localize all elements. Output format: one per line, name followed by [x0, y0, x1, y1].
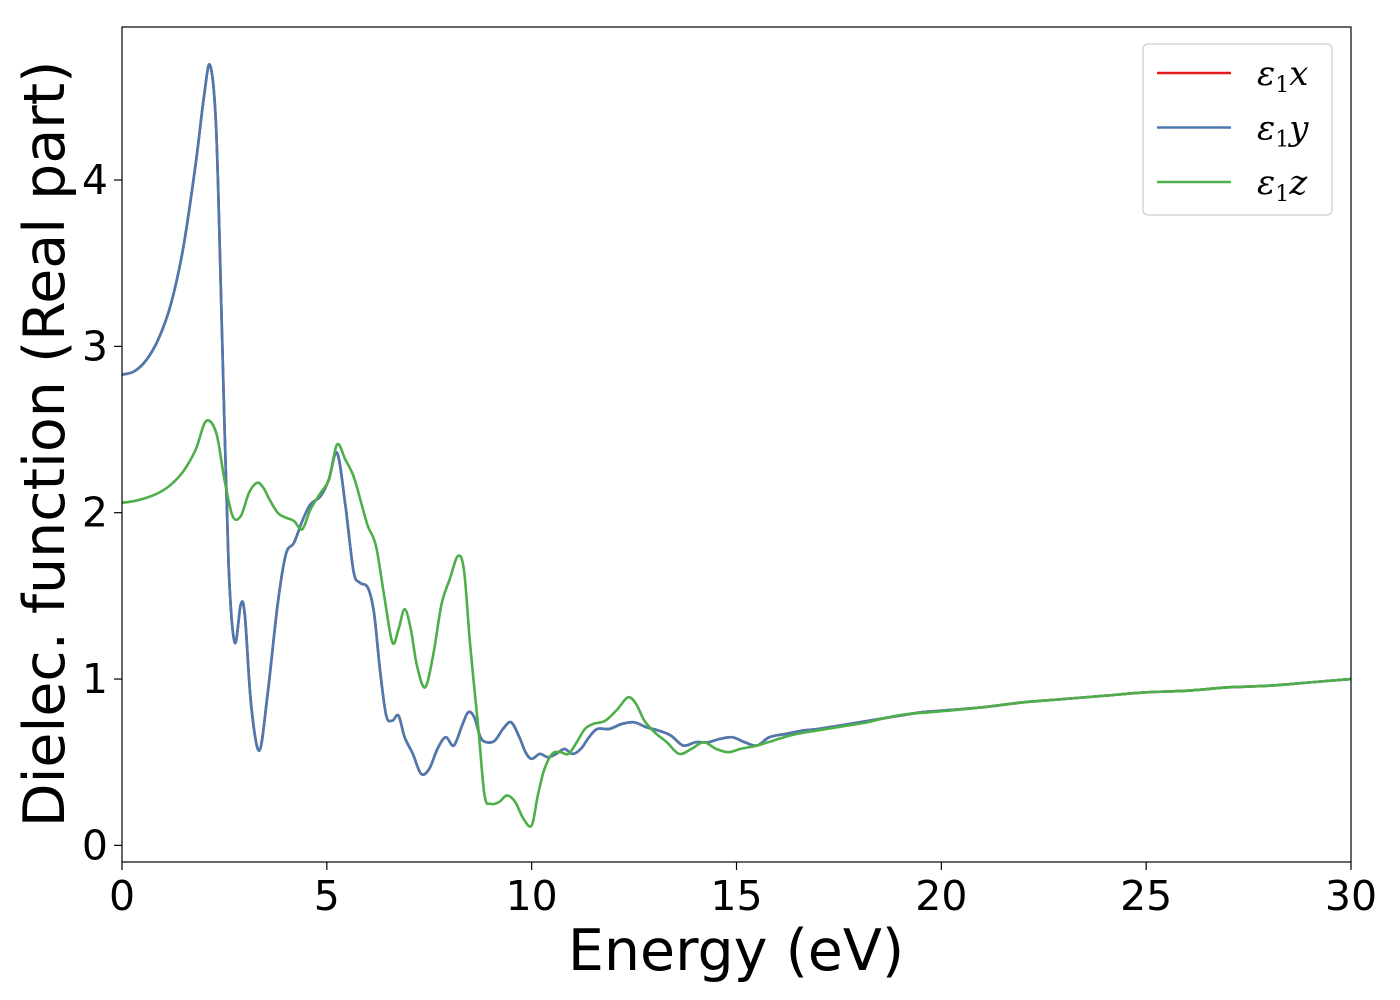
x-axis: 0 5 10 15 20 25 30: [109, 862, 1377, 920]
y-tick-label: 4: [82, 156, 108, 204]
y-axis-title: Dielec. function (Real part): [12, 61, 78, 828]
y-axis: 0 1 2 3 4: [82, 156, 122, 869]
x-tick-label: 15: [710, 872, 762, 920]
series-line-z: [122, 419, 1351, 828]
legend-label-y: ε1y: [1257, 109, 1309, 153]
y-tick-label: 3: [82, 322, 108, 370]
legend-label-x: ε1x: [1257, 54, 1308, 98]
y-tick-label: 1: [82, 655, 108, 703]
x-tick-label: 5: [314, 872, 340, 920]
x-tick-label: 30: [1325, 872, 1377, 920]
legend-label-z: ε1z: [1257, 163, 1308, 207]
legend: ε1x ε1y ε1z: [1142, 43, 1333, 216]
x-tick-label: 10: [506, 872, 558, 920]
y-tick-label: 0: [82, 821, 108, 869]
series-lines: [122, 63, 1351, 828]
x-tick-label: 25: [1120, 872, 1172, 920]
x-tick-label: 20: [915, 872, 967, 920]
x-axis-title: Energy (eV): [568, 918, 904, 984]
y-tick-label: 2: [82, 489, 108, 537]
legend-box: [1142, 43, 1333, 216]
x-tick-label: 0: [109, 872, 135, 920]
